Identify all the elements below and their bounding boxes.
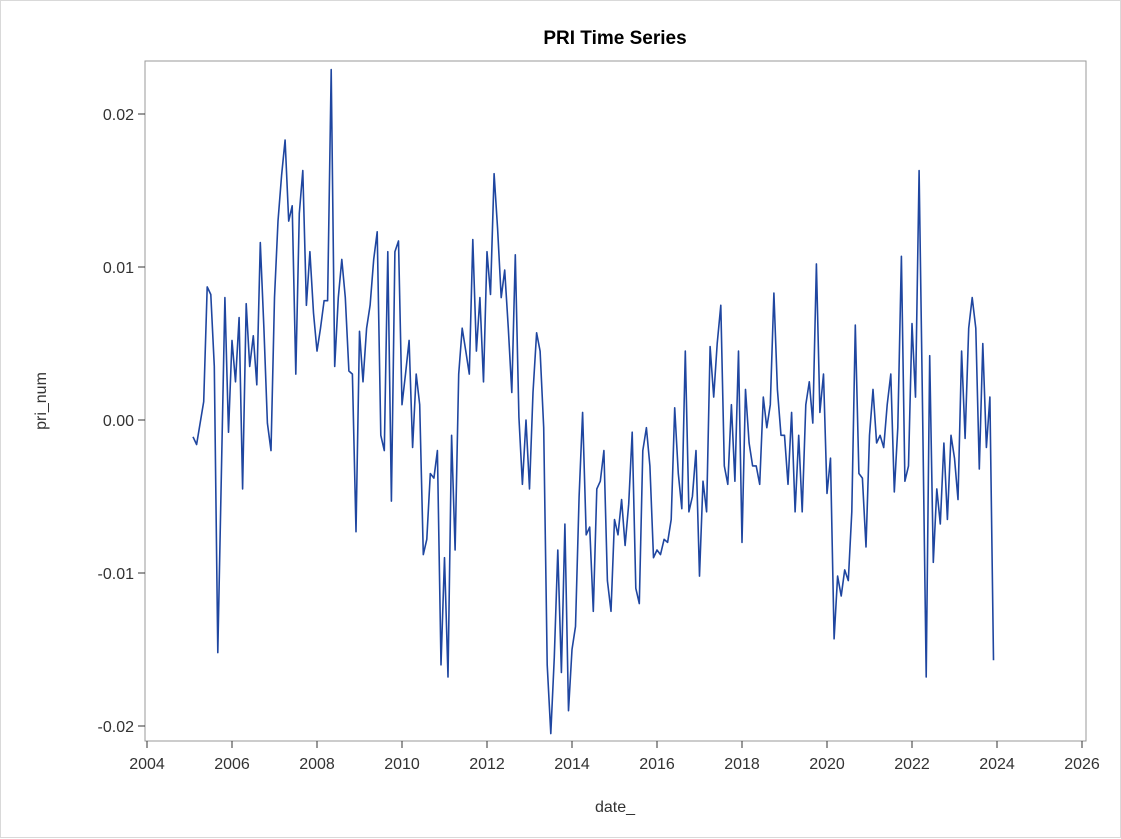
y-tick-label: 0.02 [103,107,134,124]
y-tick-label: 0.00 [103,413,134,430]
y-tick-label: -0.02 [98,719,135,736]
x-tick-label: 2020 [809,756,845,773]
x-tick-label: 2006 [214,756,250,773]
x-tick-label: 2022 [894,756,930,773]
x-axis: 2004 2006 2008 2010 2012 2014 2016 2018 2020 2022… [129,741,1100,773]
x-axis-title: date_ [595,799,636,816]
y-tick-label: -0.01 [98,566,135,583]
y-axis-title: pri_num [33,372,50,430]
x-tick-label: 2018 [724,756,760,773]
y-tick-label: 0.01 [103,260,134,277]
chart-title: PRI Time Series [543,28,686,49]
x-tick-label: 2004 [129,756,165,773]
plot-area [144,60,1087,742]
x-tick-label: 2024 [979,756,1015,773]
x-tick-label: 2026 [1064,756,1100,773]
x-tick-label: 2010 [384,756,420,773]
x-tick-label: 2016 [639,756,675,773]
x-tick-label: 2014 [554,756,590,773]
x-tick-label: 2012 [469,756,505,773]
x-tick-label: 2008 [299,756,335,773]
y-axis: 0.02 0.01 0.00 -0.01 -0.02 [98,107,145,736]
series-line [192,68,995,735]
